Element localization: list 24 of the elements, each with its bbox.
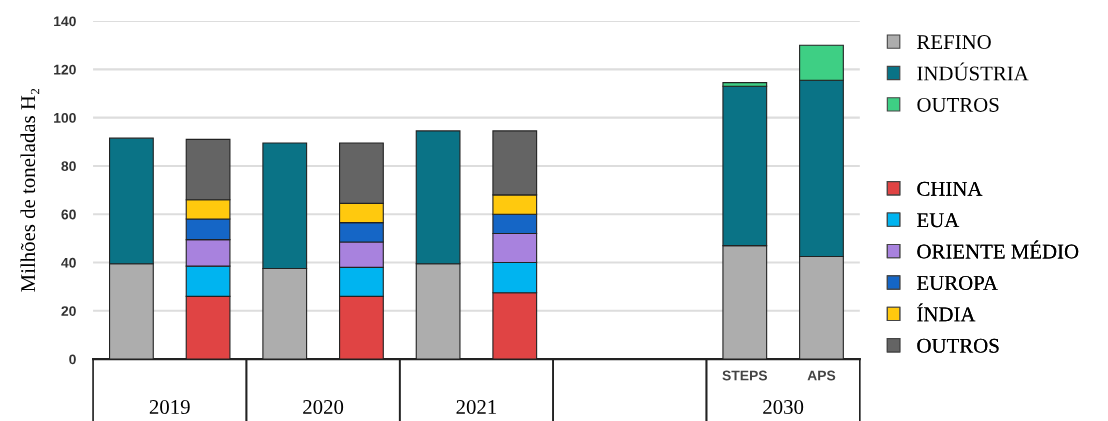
y-tick-label: 40 — [61, 257, 76, 268]
legend-label: ORIENTE MÉDIO — [917, 240, 1079, 259]
legend-label: EUA — [917, 213, 960, 228]
text: 2020 — [303, 399, 344, 415]
text: 2030 — [763, 399, 804, 415]
text: 2019 — [149, 399, 190, 415]
legend-label: CHINA — [917, 181, 983, 196]
legend-label: ÍNDIA — [917, 303, 976, 322]
legend-label: OUTROS — [917, 97, 999, 112]
y-tick-label: 20 — [61, 306, 76, 316]
y-tick-label: 60 — [61, 209, 76, 220]
legend-label: OUTROS — [917, 338, 999, 353]
y-tick-label: 140 — [54, 16, 76, 27]
legend-label: INDÚSTRIA — [917, 62, 1029, 81]
legend-label: EUROPA — [917, 276, 998, 291]
x-tick-label: APS — [807, 370, 836, 381]
text: 2021 — [456, 399, 497, 415]
y-tick-label: 80 — [61, 161, 76, 172]
y-tick-label: 0 — [69, 354, 76, 365]
y-tick-label: 100 — [54, 112, 76, 123]
y-axis-title: Milhões de toneladas H₂ — [20, 88, 40, 292]
legend-label: REFINO — [917, 35, 991, 50]
x-tick-label: STEPS — [722, 370, 768, 381]
y-tick-label: 120 — [54, 64, 76, 75]
